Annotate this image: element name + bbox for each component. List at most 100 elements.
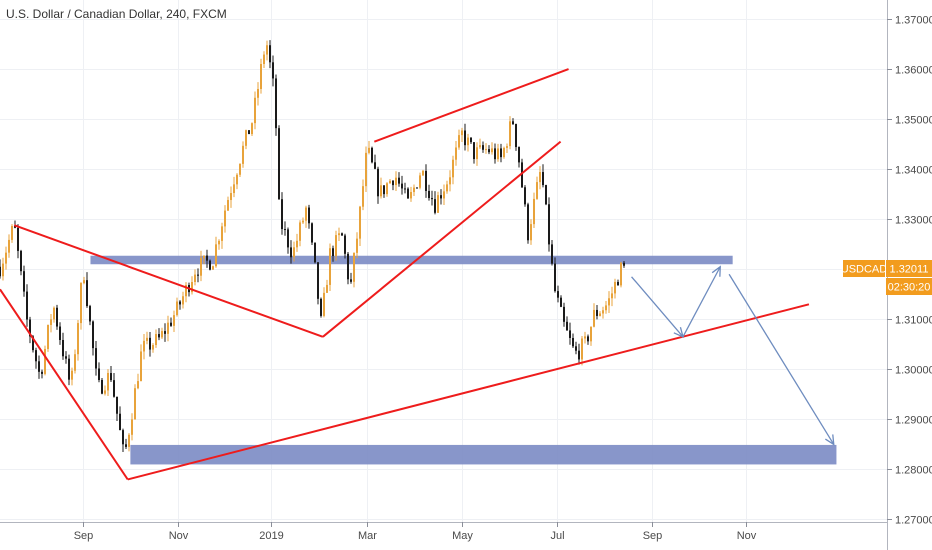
candle-body: [572, 337, 574, 347]
candle-body: [419, 175, 421, 188]
chart-title: U.S. Dollar / Canadian Dollar, 240, FXCM: [6, 7, 227, 21]
candle-body: [617, 281, 619, 286]
candle-body: [125, 444, 127, 447]
candle-body: [350, 279, 352, 282]
candle-body: [263, 54, 265, 65]
candle-body: [26, 291, 28, 320]
candle-body: [422, 170, 424, 176]
candle-body: [425, 170, 427, 191]
candle-body: [59, 326, 61, 340]
time-tick-label: Nov: [169, 530, 189, 542]
candle-body: [356, 238, 358, 253]
candle-body: [17, 227, 19, 251]
candle-body: [503, 147, 505, 158]
candle-body: [119, 413, 121, 431]
candle-body: [467, 137, 469, 146]
candle-body: [251, 123, 253, 135]
candle-body: [608, 298, 610, 306]
candle-body: [200, 258, 202, 276]
countdown-label: 02:30:20: [888, 282, 931, 294]
candle-body: [341, 233, 343, 236]
candle-body: [386, 183, 388, 195]
candle-body: [254, 97, 256, 124]
support-resistance-zones: [90, 255, 837, 465]
time-axis[interactable]: Sep Nov 2019 Mar May Jul Sep Nov: [0, 522, 887, 542]
candle-body: [128, 434, 130, 447]
candle-body: [197, 274, 199, 276]
candle-body: [353, 252, 355, 282]
candle-body: [338, 233, 340, 236]
price-tick-label: 1.29000: [895, 415, 932, 427]
candle-body: [524, 187, 526, 205]
candle-body: [365, 152, 367, 187]
candle-body: [50, 319, 52, 325]
candle-body: [143, 340, 145, 352]
price-zone: [90, 255, 733, 265]
candle-body: [95, 348, 97, 369]
candle-body: [605, 305, 607, 311]
candle-body: [515, 124, 517, 148]
candle-body: [530, 224, 532, 241]
candle-body: [482, 145, 484, 150]
candle-body: [134, 388, 136, 420]
candle-body: [308, 207, 310, 224]
candle-body: [476, 147, 478, 160]
projection-arrow-head: [825, 434, 835, 446]
candle-body: [71, 370, 73, 380]
candle-body: [479, 145, 481, 148]
candle-body: [110, 373, 112, 381]
candle-body: [578, 350, 580, 360]
candle-body: [320, 298, 322, 316]
candle-body: [410, 192, 412, 199]
price-tick-label: 1.36000: [895, 65, 932, 77]
candle-body: [86, 280, 88, 307]
candle-body: [5, 252, 7, 264]
candle-body: [62, 339, 64, 357]
candle-body: [395, 177, 397, 186]
candle-body: [557, 291, 559, 298]
candle-body: [137, 381, 139, 389]
candle-body: [473, 142, 475, 160]
candle-body: [302, 220, 304, 223]
candle-body: [245, 130, 247, 146]
candle-body: [68, 358, 70, 380]
candle-body: [65, 356, 67, 359]
trendlines: [0, 68, 810, 481]
candle-body: [77, 323, 79, 355]
candle-body: [122, 430, 124, 445]
candle-body: [368, 147, 370, 153]
candle-body: [380, 185, 382, 197]
candle-body: [89, 306, 91, 322]
candle-body: [413, 187, 415, 193]
candle-body: [359, 206, 361, 239]
candle-body: [32, 336, 34, 351]
projection-arrow-head: [711, 265, 721, 277]
candle-body: [362, 186, 364, 207]
candle-body: [158, 334, 160, 338]
candle-body: [194, 274, 196, 282]
candle-body: [233, 184, 235, 194]
candle-body: [0, 266, 1, 277]
candle-body: [566, 321, 568, 331]
candle-body: [383, 185, 385, 195]
candle-body: [335, 235, 337, 257]
candle-body: [290, 247, 292, 258]
candle-body: [446, 184, 448, 192]
candle-body: [440, 195, 442, 199]
candle-body: [47, 324, 49, 349]
trendline: [373, 68, 569, 143]
candle-body: [257, 88, 259, 98]
candle-body: [107, 373, 109, 391]
time-tick-label: Mar: [358, 530, 377, 542]
candle-body: [116, 396, 118, 414]
candle-body: [485, 149, 487, 151]
price-axis[interactable]: 1.27000 1.28000 1.29000 1.30000 1.31000 1.320…: [887, 0, 932, 550]
last-price-label: 1.32011: [890, 264, 929, 276]
candle-body: [305, 207, 307, 221]
candle-body: [149, 337, 151, 350]
trendline: [127, 303, 810, 481]
candle-body: [548, 204, 550, 245]
candle-body: [101, 380, 103, 394]
candle-body: [11, 226, 13, 240]
